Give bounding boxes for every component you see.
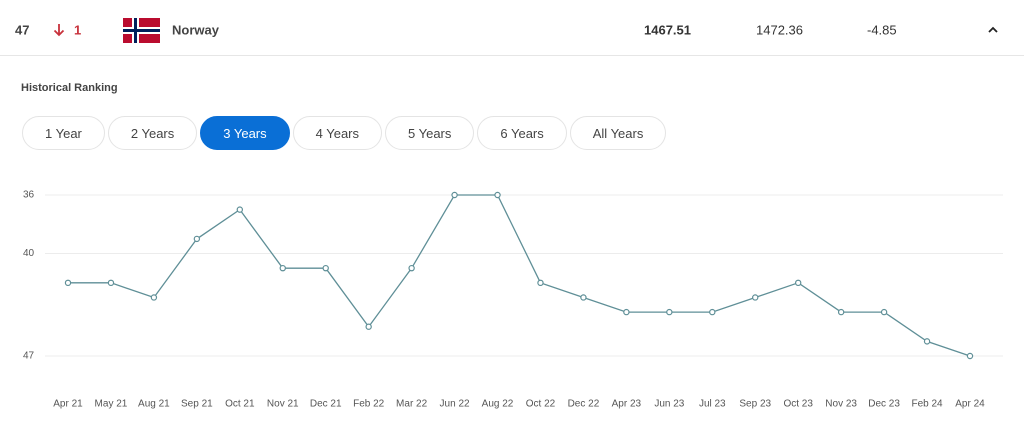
- x-tick-label: Dec 21: [310, 399, 342, 410]
- points: 1467.51: [644, 22, 691, 38]
- x-tick-label: Dec 23: [868, 399, 900, 410]
- range-button[interactable]: 2 Years: [107, 116, 198, 150]
- point: [794, 279, 802, 287]
- section-title: Historical Ranking: [21, 82, 118, 94]
- collapse-chevron[interactable]: [987, 25, 999, 35]
- point: [408, 264, 415, 272]
- x-tick-label: Feb 24: [911, 399, 943, 410]
- x-tick-label: Sep 23: [739, 399, 771, 410]
- range-button[interactable]: All Years: [569, 116, 667, 150]
- x-tick-label: Apr 23: [612, 399, 642, 410]
- range-button[interactable]: 3 Years: [200, 116, 290, 150]
- point: [279, 264, 286, 272]
- x-tick-label: Mar 22: [396, 399, 428, 410]
- ranking-row[interactable]: 47 1 Norway 1467.51 1472.36 -4.85: [0, 0, 1024, 56]
- point: [107, 279, 115, 287]
- x-tick-label: Jun 22: [440, 399, 470, 410]
- x-tick-label: Oct 22: [526, 399, 556, 410]
- y-tick-label: 40: [23, 248, 35, 259]
- range-buttons: 1 Year 2 Years 3 Years 4 Years 5 Years 6 Year…: [22, 116, 667, 150]
- x-tick-label: Oct 21: [225, 399, 255, 410]
- range-button[interactable]: 1 Year: [22, 116, 105, 150]
- down-arrow: [53, 24, 65, 37]
- y-tick-label: 47: [23, 351, 35, 362]
- x-tick-label: Jul 23: [699, 399, 726, 410]
- previous-points: 1472.36: [756, 22, 803, 38]
- point: [752, 294, 759, 301]
- point: [236, 206, 244, 213]
- point: [623, 308, 630, 316]
- x-tick-label: Oct 23: [783, 399, 813, 410]
- point: [64, 279, 72, 287]
- x-tick-label: Apr 24: [955, 399, 985, 410]
- point: [494, 191, 501, 199]
- point: [709, 308, 716, 316]
- point: [666, 308, 673, 316]
- rank: 47: [15, 22, 30, 38]
- range-button[interactable]: 6 Years: [477, 116, 567, 150]
- point: [537, 279, 544, 287]
- x-tick-label: Sep 21: [181, 399, 213, 410]
- range-button[interactable]: 5 Years: [385, 116, 475, 150]
- point: [966, 352, 974, 360]
- line: [68, 194, 971, 357]
- x-tick-label: Dec 22: [568, 399, 600, 410]
- x-tick-label: Apr 21: [53, 399, 83, 410]
- point: [322, 264, 329, 272]
- x-tick-label: May 21: [95, 399, 128, 410]
- x-tick-label: Jun 23: [654, 399, 684, 410]
- point: [150, 294, 158, 301]
- point: [880, 308, 888, 316]
- x-tick-label: Nov 21: [267, 399, 299, 410]
- difference: -4.85: [867, 22, 897, 38]
- flag: [123, 18, 160, 43]
- x-tick-label: Nov 23: [825, 399, 857, 410]
- point: [451, 191, 458, 199]
- point: [365, 323, 372, 330]
- x-tick-label: Feb 22: [353, 399, 385, 410]
- country: Norway: [172, 22, 219, 38]
- point: [580, 294, 587, 301]
- range-button[interactable]: 4 Years: [292, 116, 382, 150]
- point: [837, 308, 845, 316]
- x-tick-label: Aug 21: [138, 399, 170, 410]
- point: [923, 338, 931, 345]
- y-tick-label: 36: [23, 190, 35, 201]
- point: [193, 235, 201, 243]
- x-tick-label: Aug 22: [482, 399, 514, 410]
- rank-change: 1: [74, 22, 82, 38]
